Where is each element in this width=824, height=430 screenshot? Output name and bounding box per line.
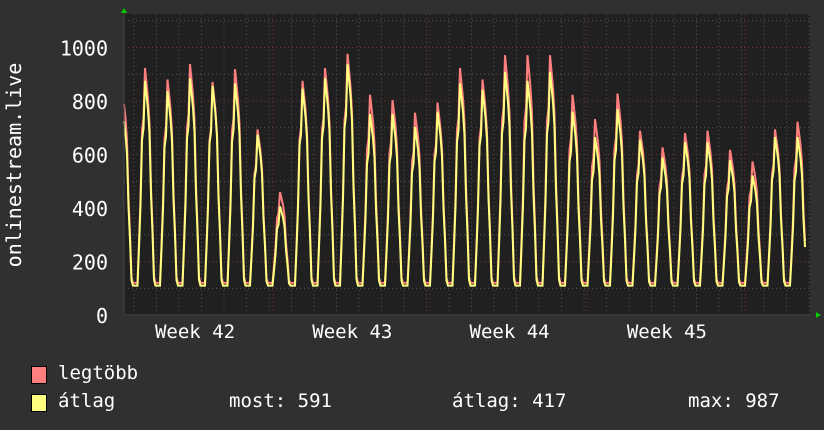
y-tick-label: 1000 — [60, 36, 108, 60]
legend-avg-label: átlag — [58, 390, 116, 412]
stat-now: most: 591 — [229, 390, 332, 412]
y-tick-label: 800 — [72, 90, 108, 114]
legend-swatch-max — [31, 366, 47, 384]
series-line-avg — [123, 64, 806, 287]
x-tick-label: Week 44 — [470, 321, 550, 343]
y-axis-label: onlinestream.live — [2, 62, 26, 268]
legend-swatch-avg — [31, 394, 47, 412]
legend-max-label: legtöbb — [58, 362, 139, 384]
stat-avg: átlag: 417 — [452, 390, 567, 412]
x-tick-label: Week 45 — [627, 321, 707, 343]
y-tick-label: 0 — [96, 304, 108, 328]
x-axis-arrow-icon — [816, 312, 821, 318]
y-tick-label: 400 — [72, 197, 108, 221]
plot-background — [124, 14, 810, 315]
stat-max: max: 987 — [688, 390, 780, 412]
y-tick-label: 200 — [72, 250, 108, 274]
y-tick-label: 600 — [72, 143, 108, 167]
y-axis-arrow-icon — [121, 8, 127, 13]
x-tick-label: Week 43 — [312, 321, 392, 343]
x-tick-label: Week 42 — [155, 321, 235, 343]
